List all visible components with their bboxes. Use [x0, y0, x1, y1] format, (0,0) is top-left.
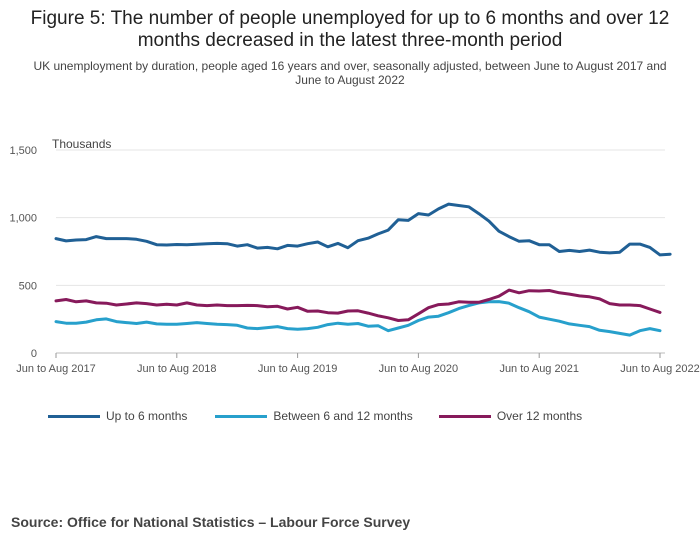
x-tick-label: Jun to Aug 2020 [379, 363, 459, 375]
chart-title: Figure 5: The number of people unemploye… [30, 8, 670, 51]
gridlines [56, 149, 665, 354]
y-tick-label: 1,500 [9, 145, 37, 157]
y-tick-label: 500 [19, 280, 37, 292]
y-axis-label: Thousands [52, 137, 112, 151]
x-tick-label: Jun to Aug 2019 [258, 363, 338, 375]
source-note: Source: Office for National Statistics –… [11, 514, 411, 530]
series-line [54, 202, 672, 257]
y-tick-label: 0 [31, 348, 37, 360]
x-tick-label: Jun to Aug 2021 [499, 363, 579, 375]
x-tick-label: Jun to Aug 2018 [137, 363, 217, 375]
legend-swatch [48, 414, 100, 418]
legend-item: Over 12 months [438, 409, 583, 423]
chart-subtitle: UK unemployment by duration, people aged… [33, 59, 667, 87]
x-tick-label: Jun to Aug 2022 [620, 363, 700, 375]
y-axis-ticks: 0 500 1,000 1,500 [9, 145, 37, 360]
legend-swatch [438, 414, 491, 418]
legend-label: Up to 6 months [106, 409, 188, 423]
series-lines [54, 202, 672, 337]
legend-item: Between 6 and 12 months [215, 409, 413, 423]
x-tick-label: Jun to Aug 2017 [16, 363, 96, 375]
legend-item: Up to 6 months [48, 409, 187, 423]
y-tick-label: 1,000 [9, 213, 37, 225]
x-axis-ticks: Jun to Aug 2017 Jun to Aug 2018 Jun to Aug… [16, 353, 700, 375]
chart-legend: Up to 6 months Between 6 and 12 months Ove… [48, 409, 582, 423]
legend-swatch [215, 414, 268, 418]
legend-label: Between 6 and 12 months [273, 409, 413, 423]
series-line [54, 300, 662, 337]
legend-label: Over 12 months [496, 409, 583, 423]
series-line [54, 288, 662, 322]
